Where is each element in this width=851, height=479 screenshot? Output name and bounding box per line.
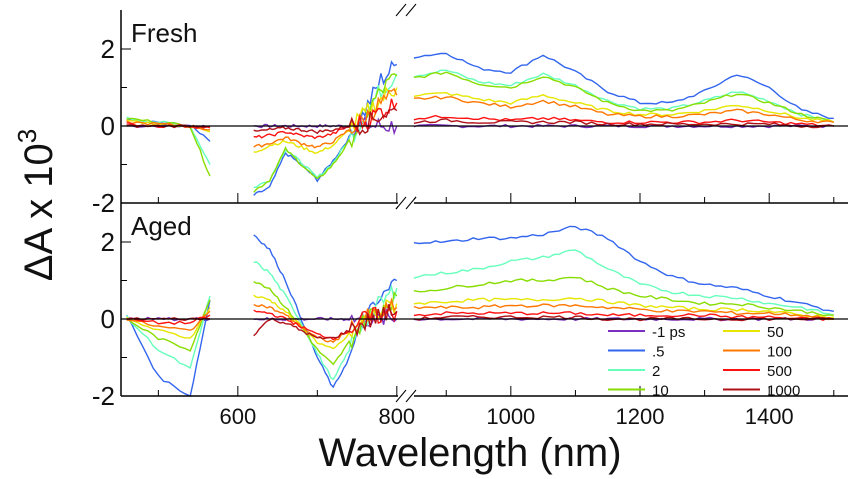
axis-break-mark (395, 3, 407, 17)
series-line-1000 (413, 314, 834, 322)
y-axis-label: ΔA x 103 (12, 129, 61, 281)
series-line-10 (126, 117, 211, 177)
x-tick-label: 800 (378, 404, 415, 429)
legend-label: 50 (767, 324, 784, 341)
series-line-50 (126, 307, 211, 339)
x-tick-label: 1200 (616, 404, 665, 429)
series-line-100 (413, 303, 834, 321)
legend-label: 500 (767, 363, 792, 380)
panel-fresh: 2 0 -2 Fresh (92, 2, 848, 218)
panel-label: Fresh (131, 18, 197, 48)
legend-label: 100 (767, 344, 792, 361)
series-line-2 (413, 69, 835, 123)
y-tick-label: -2 (92, 188, 115, 218)
series-line-1000 (126, 123, 211, 129)
series-line-2 (413, 249, 834, 316)
axis-break-gap (398, 2, 414, 18)
axis-break-gap (398, 195, 414, 211)
legend: -1 ps .5 2 10 50 100 500 1000 (608, 324, 800, 400)
series-line-10 (126, 299, 211, 352)
series-line-5 (413, 225, 834, 312)
series-line-10 (253, 73, 398, 193)
legend-label: 1000 (767, 383, 800, 400)
axis-break-mark (395, 389, 407, 403)
series-line-500 (253, 98, 398, 140)
y-tick-label: 2 (101, 34, 115, 64)
axis-break-gap (398, 388, 414, 404)
x-tick-label: 1000 (486, 404, 535, 429)
series-line-1000 (413, 118, 834, 129)
series-line-2 (126, 295, 211, 369)
panel-label: Aged (131, 211, 192, 241)
series-line-100 (253, 87, 398, 149)
legend-label: 2 (652, 363, 660, 380)
x-tick-label: 600 (219, 404, 256, 429)
x-axis-label: Wavelength (nm) (318, 431, 621, 475)
panel-aged: 2 0 -2 Aged (92, 195, 848, 411)
series-line-5 (413, 52, 834, 120)
series-line-1000 (126, 317, 211, 322)
series-line-1000 (253, 107, 398, 136)
axis-break-mark (405, 196, 417, 210)
legend-label: 10 (652, 383, 669, 400)
x-tick-label: 1400 (745, 404, 794, 429)
axis-break-mark (405, 389, 417, 403)
series-line-5 (253, 234, 398, 389)
y-tick-label: 0 (101, 111, 115, 141)
series-line-50 (253, 86, 398, 154)
series-line-1000 (253, 304, 398, 340)
series-line-50 (413, 297, 834, 319)
axis-break-mark (395, 196, 407, 210)
series-line-5 (253, 60, 398, 196)
series-line-5 (125, 299, 211, 397)
y-tick-label: -2 (92, 381, 115, 411)
y-tick-label: 0 (101, 304, 115, 334)
series-line-10 (413, 276, 834, 317)
axis-break-mark (405, 3, 417, 17)
legend-label: .5 (652, 344, 665, 361)
series-line-500 (413, 311, 834, 321)
series-line-100 (413, 95, 834, 124)
series-line-10 (413, 71, 835, 123)
series-line-500 (413, 114, 834, 127)
series-line-50 (413, 91, 835, 123)
legend-label: -1 ps (652, 324, 685, 341)
y-tick-label: 2 (101, 227, 115, 257)
series-line-500 (126, 314, 211, 325)
